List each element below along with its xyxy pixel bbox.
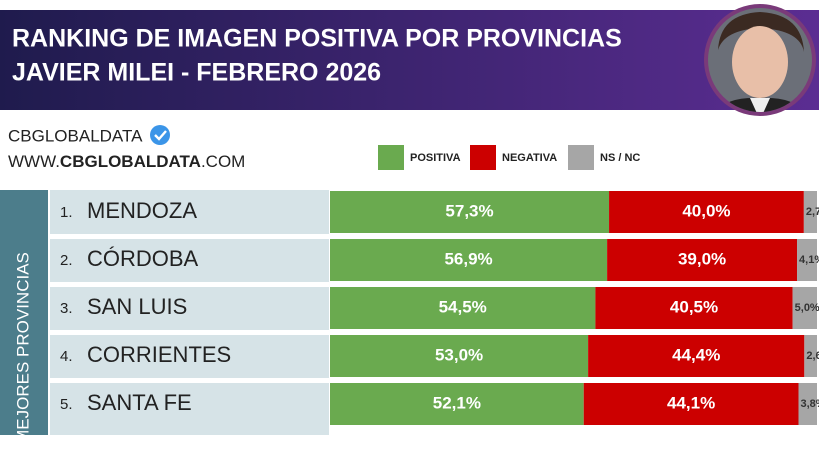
category-label: SAN LUIS xyxy=(87,294,187,319)
row-separator xyxy=(50,330,819,335)
bar-segment xyxy=(797,239,817,281)
rank-label: 2. xyxy=(60,252,73,269)
value-label: 4,1% xyxy=(799,254,819,266)
bar-segment xyxy=(330,191,610,233)
rank-label: 4. xyxy=(60,348,73,365)
group-panel xyxy=(0,190,48,435)
value-label: 57,3% xyxy=(445,201,493,220)
value-label: 44,1% xyxy=(667,393,715,412)
header-band xyxy=(0,10,819,110)
value-label: 44,4% xyxy=(672,345,720,364)
bar-segment xyxy=(330,383,584,425)
group-label: MEJORES PROVINCIAS xyxy=(13,252,32,444)
category-label: CÓRDOBA xyxy=(87,246,199,271)
chart-title: RANKING DE IMAGEN POSITIVA POR PROVINCIA… xyxy=(12,25,622,53)
bar-segment xyxy=(792,287,817,329)
row-separator xyxy=(50,234,819,239)
bar-segment xyxy=(804,335,817,377)
url-prefix: WWW. xyxy=(8,152,60,171)
photo xyxy=(704,4,816,116)
url-suffix: .COM xyxy=(201,152,245,171)
row-separator xyxy=(50,282,819,287)
value-label: 2,6% xyxy=(806,350,819,362)
bar-segment xyxy=(803,191,817,233)
row-separator xyxy=(50,378,819,383)
bar-segment xyxy=(798,383,817,425)
legend-swatch xyxy=(470,145,496,170)
rank-label: 3. xyxy=(60,300,73,317)
value-label: 52,1% xyxy=(433,393,481,412)
value-label: 39,0% xyxy=(678,249,726,268)
source-url: WWW.CBGLOBALDATA.COM xyxy=(8,152,245,171)
bar-segment xyxy=(607,239,798,281)
value-label: 40,5% xyxy=(670,297,718,316)
verified-badge xyxy=(150,125,170,145)
bar-segment xyxy=(609,191,804,233)
value-label: 54,5% xyxy=(439,297,487,316)
bar-segment xyxy=(330,239,608,281)
legend-label: POSITIVA xyxy=(410,152,461,164)
legend-label: NEGATIVA xyxy=(502,152,557,164)
url-domain: CBGLOBALDATA xyxy=(60,152,201,171)
legend-label: NS / NC xyxy=(600,152,640,164)
bar-segment xyxy=(595,287,793,329)
value-label: 3,8% xyxy=(800,398,819,410)
category-label: CORRIENTES xyxy=(87,342,231,367)
bar-segment xyxy=(330,335,589,377)
bar-segment xyxy=(588,335,805,377)
value-label: 56,9% xyxy=(444,249,492,268)
label-panel xyxy=(50,190,329,435)
legend-swatch xyxy=(378,145,404,170)
legend-swatch xyxy=(568,145,594,170)
category-label: MENDOZA xyxy=(87,198,197,223)
value-label: 5,0% xyxy=(795,302,819,314)
value-label: 2,7% xyxy=(806,206,819,218)
source-name: CBGLOBALDATA xyxy=(8,126,143,145)
bar-segment xyxy=(583,383,799,425)
value-label: 53,0% xyxy=(435,345,483,364)
rank-label: 5. xyxy=(60,396,73,413)
bar-segment xyxy=(330,287,596,329)
category-label: SANTA FE xyxy=(87,390,192,415)
value-label: 40,0% xyxy=(682,201,730,220)
chart-subtitle: JAVIER MILEI - FEBRERO 2026 xyxy=(12,59,381,87)
rank-label: 1. xyxy=(60,204,73,221)
